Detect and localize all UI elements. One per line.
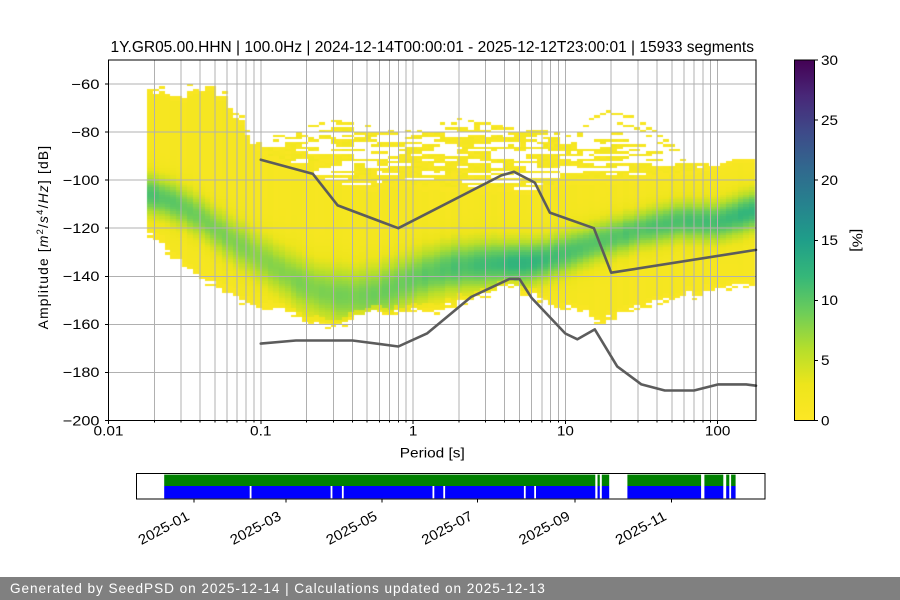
svg-text:−160: −160 [63,316,100,332]
svg-text:2025-11: 2025-11 [612,508,669,548]
svg-text:−140: −140 [63,268,100,284]
svg-text:30: 30 [821,52,838,68]
svg-text:−120: −120 [63,220,100,236]
svg-text:1: 1 [409,423,418,439]
svg-text:20: 20 [821,172,838,188]
svg-text:15: 15 [821,232,838,248]
svg-text:10: 10 [557,423,574,439]
svg-text:1Y.GR05.00.HHN | 100.0Hz | 202: 1Y.GR05.00.HHN | 100.0Hz | 2024-12-14T00… [111,39,755,56]
svg-text:2025-05: 2025-05 [323,508,380,548]
svg-text:Generated by SeedPSD on 2025-1: Generated by SeedPSD on 2025-12-14 | Cal… [10,581,546,596]
svg-text:2025-09: 2025-09 [516,508,573,548]
svg-text:−180: −180 [63,364,100,380]
svg-text:Amplitude [m2/s4/Hz] [dB]: Amplitude [m2/s4/Hz] [dB] [34,145,52,330]
svg-text:5: 5 [821,352,830,368]
svg-text:−200: −200 [63,412,100,428]
svg-text:−100: −100 [63,172,100,188]
svg-text:−80: −80 [71,124,99,140]
svg-text:25: 25 [821,112,838,128]
svg-text:2025-03: 2025-03 [227,508,284,548]
svg-text:0: 0 [821,412,830,428]
svg-text:0.01: 0.01 [94,423,124,439]
svg-text:Period [s]: Period [s] [400,445,465,461]
svg-text:2025-07: 2025-07 [419,508,476,548]
svg-text:0.1: 0.1 [250,423,272,439]
svg-text:[%]: [%] [850,229,866,252]
svg-text:2025-01: 2025-01 [135,508,192,548]
svg-text:100: 100 [705,423,731,439]
svg-text:10: 10 [821,292,838,308]
svg-text:−60: −60 [71,76,99,92]
